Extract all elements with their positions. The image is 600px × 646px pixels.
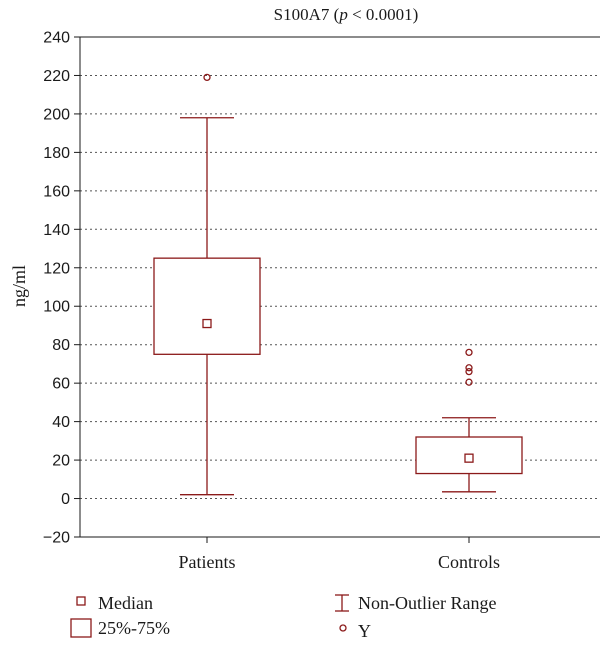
iqr-box bbox=[153, 257, 261, 355]
y-axis-label: ng/ml bbox=[9, 265, 29, 307]
legend-item-non-outlier-range: Non-Outlier Range bbox=[335, 593, 496, 613]
outlier-point bbox=[203, 73, 211, 82]
median-marker bbox=[464, 453, 474, 463]
outlier-point bbox=[465, 367, 473, 376]
y-tick-label: 20 bbox=[52, 453, 70, 470]
legend-item-iqr: 25%-75% bbox=[70, 618, 170, 638]
box-controls bbox=[415, 348, 523, 493]
y-tick-label: 40 bbox=[52, 414, 70, 431]
x-axis-ticks: Patients Controls bbox=[179, 537, 500, 572]
y-tick-label: 120 bbox=[43, 260, 70, 277]
legend-median-marker bbox=[76, 596, 86, 606]
y-tick-label: 160 bbox=[43, 183, 70, 200]
boxes bbox=[153, 73, 523, 496]
plot-frame bbox=[79, 36, 600, 538]
legend-label: Median bbox=[98, 593, 153, 613]
y-tick-label: 220 bbox=[43, 68, 70, 85]
y-tick-label: 0 bbox=[61, 491, 70, 508]
y-tick-label: 180 bbox=[43, 145, 70, 162]
legend-label: Non-Outlier Range bbox=[358, 593, 496, 613]
legend-item-median: Median bbox=[76, 593, 153, 613]
iqr-box bbox=[415, 436, 523, 475]
legend-box-marker bbox=[70, 618, 92, 638]
x-tick-label: Patients bbox=[179, 552, 236, 572]
outlier-point bbox=[465, 348, 473, 357]
chart-title: S100A7 (p < 0.0001) bbox=[274, 5, 419, 24]
legend-label: 25%-75% bbox=[98, 618, 170, 638]
y-tick-label: 100 bbox=[43, 299, 70, 316]
y-tick-label: 60 bbox=[52, 376, 70, 393]
y-axis-ticks: −20 0 20 40 60 80 100 120 140 160 180 200 220 240 bbox=[43, 30, 80, 547]
outlier-point bbox=[465, 364, 473, 372]
legend-item-outlier: Y bbox=[339, 621, 371, 641]
legend: Median Non-Outlier Range 25%-75% Y bbox=[70, 593, 496, 641]
y-tick-label: −20 bbox=[43, 530, 70, 547]
y-tick-label: 80 bbox=[52, 337, 70, 354]
y-tick-label: 140 bbox=[43, 222, 70, 239]
outlier-point bbox=[465, 378, 473, 386]
box-patients bbox=[153, 73, 261, 496]
legend-circle-marker bbox=[339, 624, 347, 632]
y-tick-label: 200 bbox=[43, 106, 70, 123]
legend-label: Y bbox=[358, 621, 371, 641]
median-marker bbox=[202, 318, 212, 329]
x-tick-label: Controls bbox=[438, 552, 500, 572]
y-tick-label: 240 bbox=[43, 30, 70, 47]
